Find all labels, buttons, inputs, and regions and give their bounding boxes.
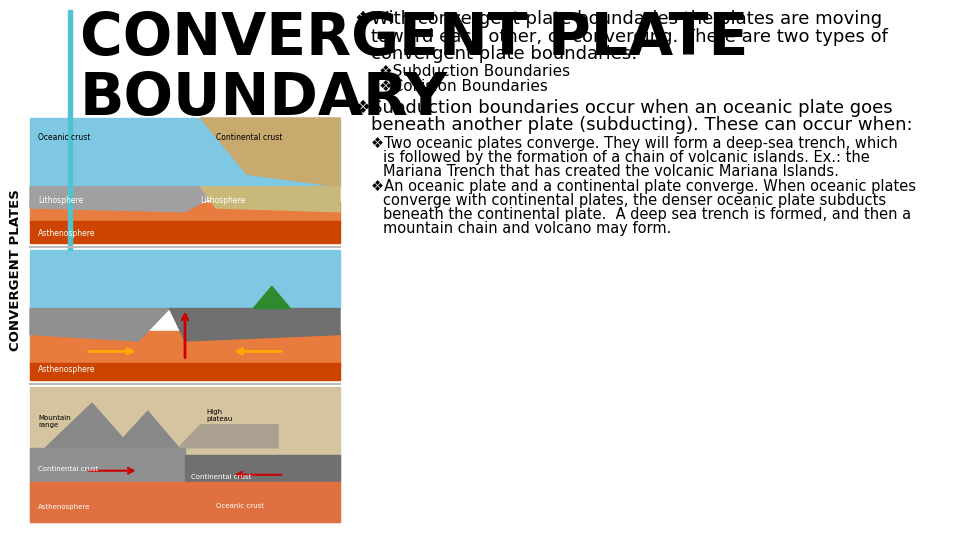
Text: Oceanic crust: Oceanic crust <box>216 503 264 510</box>
Bar <box>30 482 340 522</box>
Text: Mariana Trench that has created the volcanic Mariana Islands.: Mariana Trench that has created the volc… <box>383 164 839 179</box>
Text: Continental crust: Continental crust <box>216 133 282 143</box>
Bar <box>185 455 340 482</box>
Polygon shape <box>201 187 340 212</box>
Text: beneath the continental plate.  A deep sea trench is formed, and then a: beneath the continental plate. A deep se… <box>383 207 911 222</box>
Text: ❖With convergent plate boundaries the plates are moving: ❖With convergent plate boundaries the pl… <box>355 10 882 28</box>
Text: Lithosphere: Lithosphere <box>38 196 84 205</box>
Text: CONVERGENT PLATES: CONVERGENT PLATES <box>10 189 22 351</box>
Bar <box>30 330 340 367</box>
Text: Asthenosphere: Asthenosphere <box>38 365 95 374</box>
Bar <box>30 448 185 482</box>
Polygon shape <box>201 118 340 187</box>
Polygon shape <box>30 308 170 341</box>
Text: beneath another plate (subducting). These can occur when:: beneath another plate (subducting). Thes… <box>371 117 913 134</box>
Text: Continental crust: Continental crust <box>191 474 252 480</box>
Polygon shape <box>170 308 340 341</box>
Text: Oceanic crust: Oceanic crust <box>38 133 90 143</box>
Polygon shape <box>179 425 278 448</box>
Text: High
plateau: High plateau <box>206 409 233 422</box>
Text: ❖An oceanic plate and a continental plate converge. When oceanic plates: ❖An oceanic plate and a continental plat… <box>371 179 916 194</box>
Polygon shape <box>30 187 231 212</box>
Text: convergent plate boundaries:: convergent plate boundaries: <box>371 45 637 63</box>
Text: CONVERGENT PLATE: CONVERGENT PLATE <box>80 10 749 67</box>
Text: Asthenosphere: Asthenosphere <box>38 503 90 510</box>
Text: Mountain
range: Mountain range <box>38 415 71 429</box>
Text: ❖Collision Boundaries: ❖Collision Boundaries <box>379 79 548 94</box>
Bar <box>30 250 340 308</box>
Text: toward each other, or converging. There are two types of: toward each other, or converging. There … <box>371 28 888 45</box>
Bar <box>30 387 340 522</box>
Text: Continental crust: Continental crust <box>38 465 98 472</box>
Text: ❖Subduction Boundaries: ❖Subduction Boundaries <box>379 64 570 79</box>
Bar <box>30 118 340 187</box>
Text: mountain chain and volcano may form.: mountain chain and volcano may form. <box>383 221 671 236</box>
Bar <box>30 363 340 380</box>
Text: ❖Subduction boundaries occur when an oceanic plate goes: ❖Subduction boundaries occur when an oce… <box>355 99 893 117</box>
Text: converge with continental plates, the denser oceanic plate subducts: converge with continental plates, the de… <box>383 193 886 208</box>
Bar <box>30 202 340 224</box>
Polygon shape <box>45 403 179 448</box>
Text: is followed by the formation of a chain of volcanic islands. Ex.: the: is followed by the formation of a chain … <box>383 150 870 165</box>
Polygon shape <box>253 286 290 308</box>
Bar <box>68 10 72 250</box>
Text: BOUNDARY: BOUNDARY <box>80 70 448 127</box>
Bar <box>30 220 340 243</box>
Text: Lithosphere: Lithosphere <box>201 196 246 205</box>
Text: ❖Two oceanic plates converge. They will form a deep-sea trench, which: ❖Two oceanic plates converge. They will … <box>371 136 898 151</box>
Text: Asthenosphere: Asthenosphere <box>38 228 95 238</box>
